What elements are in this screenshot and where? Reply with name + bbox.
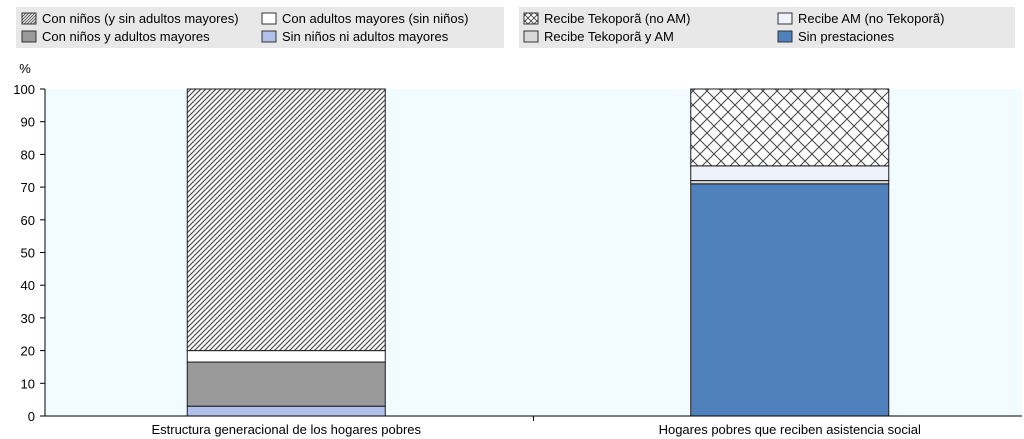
y-tick-label: 70: [21, 180, 35, 195]
y-tick-label: 60: [21, 213, 35, 228]
y-tick-label: 100: [13, 82, 35, 97]
y-tick-label: 0: [28, 409, 35, 424]
y-tick-label: 40: [21, 278, 35, 293]
bar-segment-recibe-am-no-tekopora: [690, 165, 890, 182]
legend-box: [519, 7, 1015, 48]
legend-swatch-con-ninos-y-sin-adultos-mayores: [21, 12, 37, 25]
x-tick-label: Estructura generacional de los hogares p…: [151, 422, 421, 437]
y-tick-label: 30: [21, 311, 35, 326]
legend-swatch-recibe-am-no-tekopora: [777, 12, 793, 25]
legend-box: [16, 7, 504, 48]
legend-label-con-adultos-mayores-sin-ninos: Con adultos mayores (sin niños): [282, 11, 468, 26]
y-tick-label: 90: [21, 115, 35, 130]
bar-segment-con-ninos-y-adultos-mayores: [186, 361, 386, 407]
legend-swatch-sin-prestaciones: [777, 30, 793, 43]
legend: Con niños (y sin adultos mayores) Con adu…: [16, 7, 1015, 48]
legend-label-recibe-tekopora-y-am: Recibe Tekoporã y AM: [544, 29, 674, 44]
legend-label-sin-ninos-ni-adultos-mayores: Sin niños ni adultos mayores: [282, 29, 449, 44]
bars: Estructura generacional de los hogares p…: [151, 88, 921, 437]
legend-swatch-sin-ninos-ni-adultos-mayores: [261, 30, 277, 43]
legend-swatch-recibe-tekopora-y-am: [523, 30, 539, 43]
legend-swatch-con-adultos-mayores-sin-ninos: [261, 12, 277, 25]
bar-segment-sin-ninos-ni-adultos-mayores: [186, 405, 386, 417]
bar-segment-con-ninos-y-sin-adultos-mayores: [186, 88, 386, 352]
y-axis-unit-label: %: [19, 61, 31, 76]
legend-label-con-ninos-y-adultos-mayores: Con niños y adultos mayores: [42, 29, 210, 44]
legend-label-recibe-am-no-tekopora: Recibe AM (no Tekoporã): [798, 11, 944, 26]
legend-label-recibe-tekopora-no-am: Recibe Tekoporã (no AM): [544, 11, 690, 26]
bar-segment-sin-prestaciones: [690, 183, 890, 417]
legend-label-con-ninos-y-sin-adultos-mayores: Con niños (y sin adultos mayores): [42, 11, 239, 26]
bar-segment-recibe-tekopora-no-am: [690, 88, 890, 167]
y-tick-label: 50: [21, 246, 35, 261]
legend-swatch-con-ninos-y-adultos-mayores: [21, 30, 37, 43]
y-tick-label: 80: [21, 147, 35, 162]
legend-label-sin-prestaciones: Sin prestaciones: [798, 29, 895, 44]
bar-stack-hogares-pobres-que-reciben-asistencia-social: [690, 88, 890, 417]
y-tick-label: 10: [21, 376, 35, 391]
x-tick-label: Hogares pobres que reciben asistencia so…: [659, 422, 921, 437]
y-tick-label: 20: [21, 344, 35, 359]
axes: 0 10 20 30 40 50 60 70 80 90 100: [13, 82, 1022, 424]
bar-segment-con-adultos-mayores-sin-ninos: [186, 350, 386, 363]
legend-swatch-recibe-tekopora-no-am: [523, 12, 539, 25]
bar-stack-estructura-generacional-de-los-hogares-pobres: [186, 88, 386, 417]
